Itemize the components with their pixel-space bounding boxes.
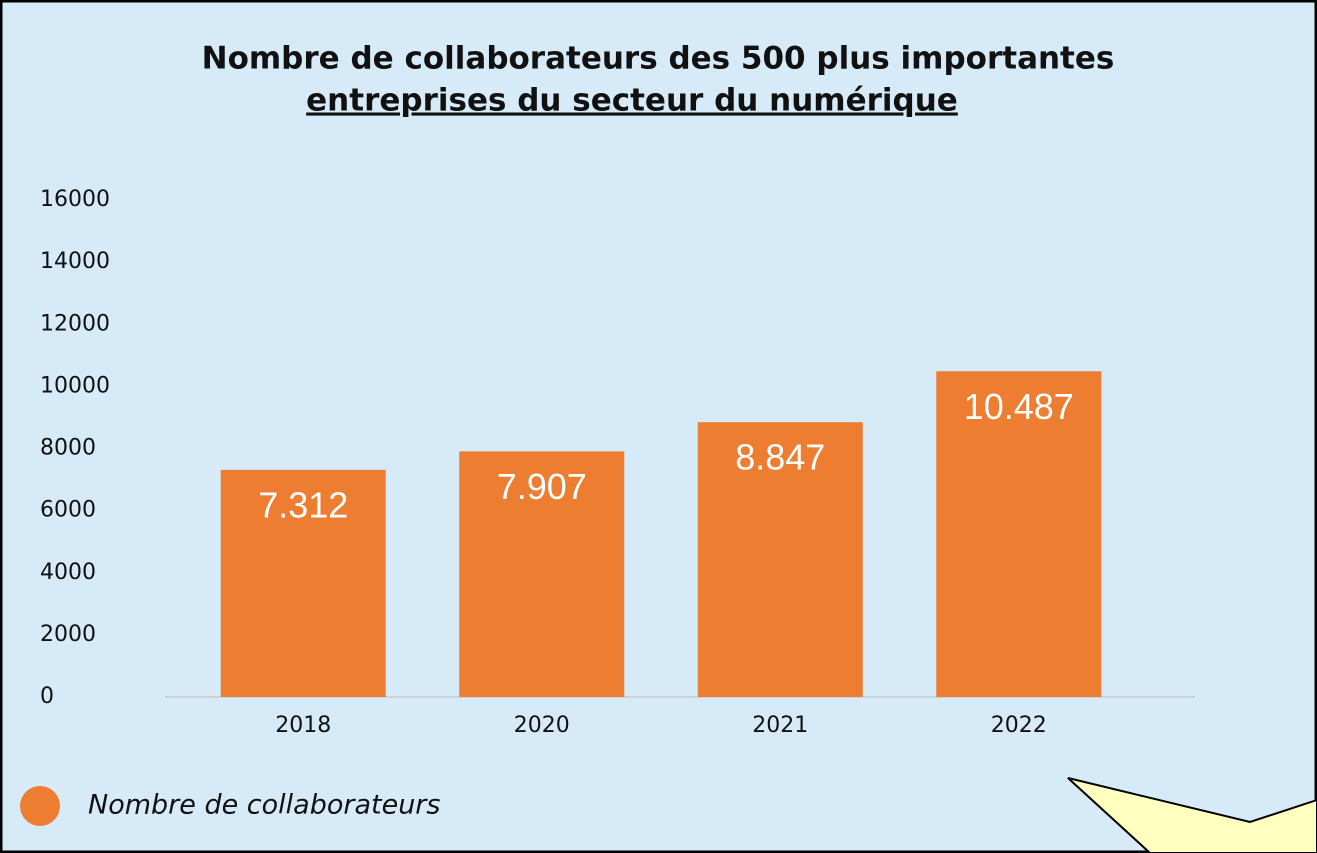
chart-title: Nombre de collaborateurs des 500 plus im… [202, 41, 1115, 77]
y-tick-label: 10000 [40, 373, 110, 398]
chart-title: entreprises du secteur du numérique [306, 83, 958, 119]
y-tick-label: 4000 [40, 560, 96, 585]
y-tick-label: 2000 [40, 622, 96, 647]
x-tick-label: 2022 [991, 713, 1047, 738]
bar [697, 422, 863, 697]
x-tick-label: 2020 [514, 713, 570, 738]
value-label: 7.312 [258, 484, 348, 525]
y-tick-label: 14000 [40, 249, 110, 274]
value-label: 10.487 [964, 386, 1074, 427]
bar [936, 371, 1102, 697]
value-label: 7.907 [497, 466, 587, 507]
callout [1067, 777, 1317, 853]
x-tick-label: 2021 [752, 713, 808, 738]
y-tick-label: 0 [40, 684, 54, 709]
bar [220, 469, 386, 697]
x-tick-label: 2018 [275, 713, 331, 738]
legend-label: Nombre de collaborateurs [88, 790, 440, 821]
y-tick-label: 6000 [40, 498, 96, 523]
y-tick-label: 12000 [40, 311, 110, 336]
y-tick-label: 16000 [40, 187, 110, 212]
bar [459, 451, 625, 697]
value-label: 8.847 [735, 437, 825, 478]
y-tick-label: 8000 [40, 436, 96, 461]
legend-marker [20, 786, 60, 826]
